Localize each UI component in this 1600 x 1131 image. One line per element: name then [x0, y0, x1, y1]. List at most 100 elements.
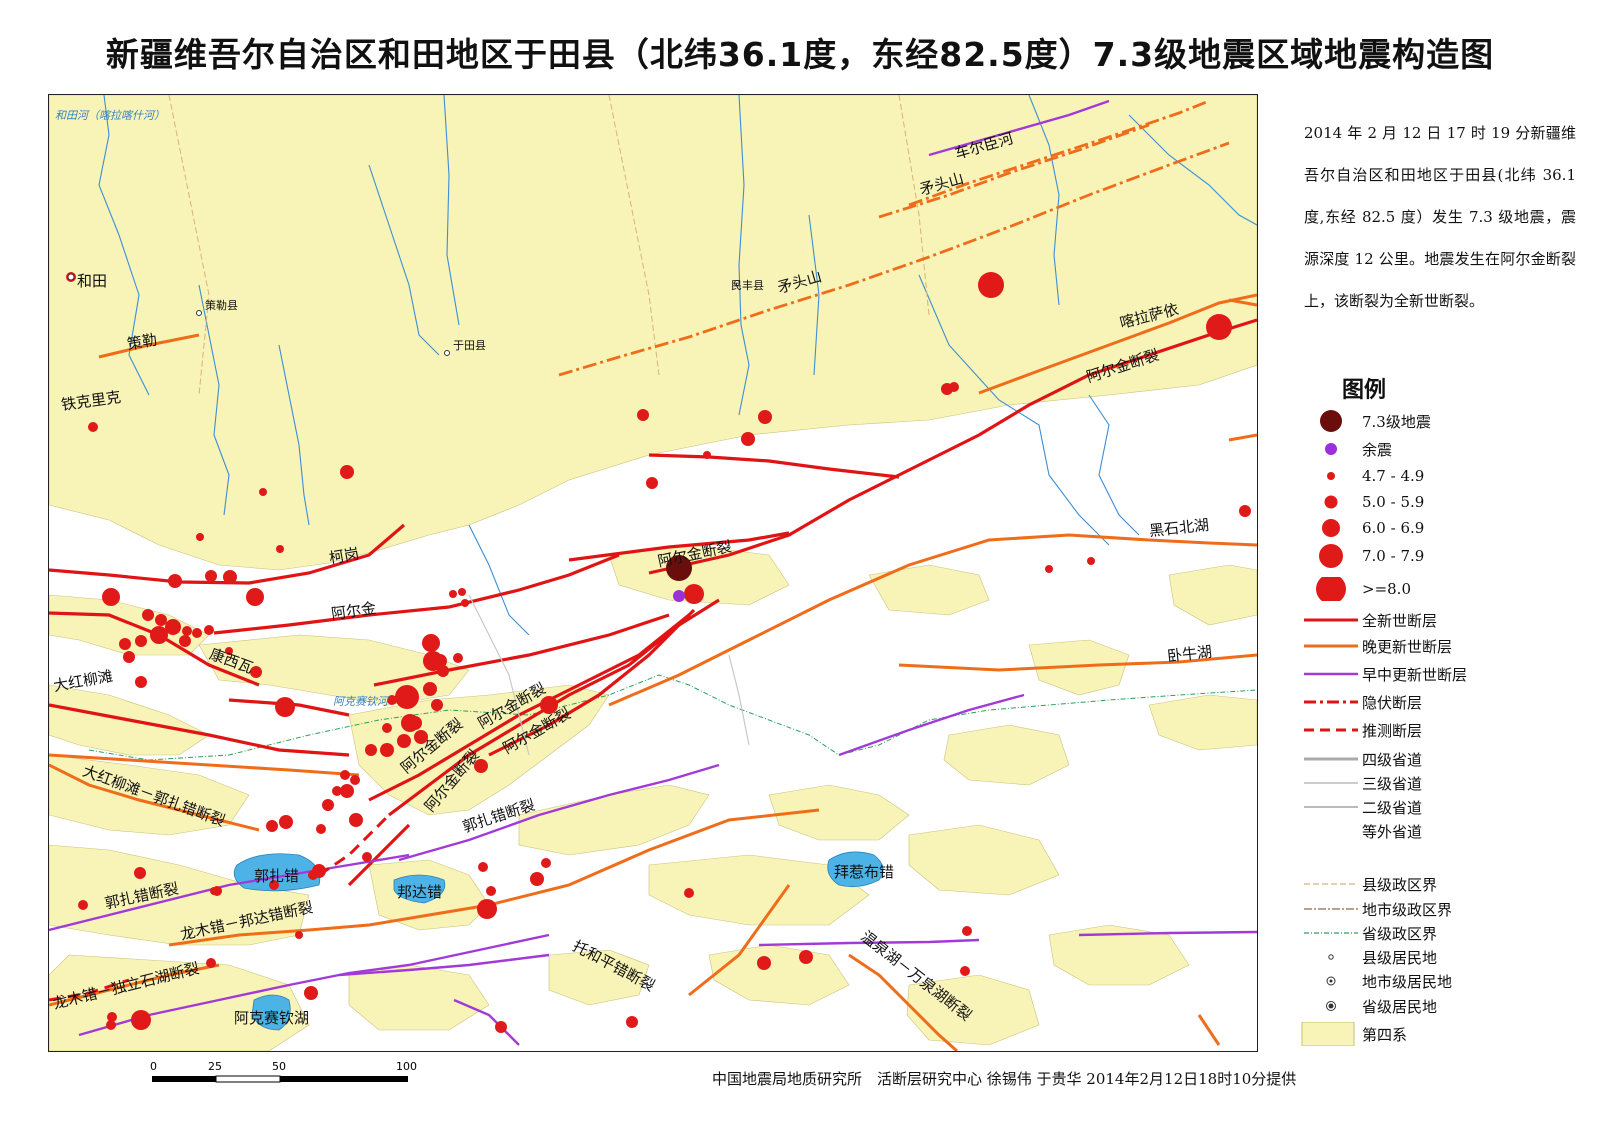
earthquake-epicenter[interactable]: [422, 634, 440, 652]
earthquake-epicenter[interactable]: [703, 451, 711, 459]
legend: 图例 7.3级地震 余震 4.7 - 4.9 5.0 - 5.9 6.0 - 6.9 7.…: [1300, 372, 1590, 1046]
earthquake-epicenter[interactable]: [433, 654, 447, 668]
earthquake-epicenter[interactable]: [431, 699, 443, 711]
earthquake-epicenter[interactable]: [150, 626, 168, 644]
earthquake-epicenter[interactable]: [135, 676, 147, 688]
earthquake-epicenter[interactable]: [204, 625, 214, 635]
earthquake-epicenter[interactable]: [799, 950, 813, 964]
earthquake-epicenter[interactable]: [387, 695, 397, 705]
earthquake-epicenter[interactable]: [134, 867, 146, 879]
earthquake-epicenter[interactable]: [478, 862, 488, 872]
earthquake-epicenter[interactable]: [266, 820, 278, 832]
earthquake-epicenter[interactable]: [461, 599, 469, 607]
earthquake-epicenter[interactable]: [155, 614, 167, 626]
earthquake-epicenter[interactable]: [1087, 557, 1095, 565]
earthquake-epicenter[interactable]: [637, 409, 649, 421]
earthquake-epicenter[interactable]: [978, 272, 1004, 298]
earthquake-epicenter[interactable]: [119, 638, 131, 650]
earthquake-epicenter[interactable]: [1045, 565, 1053, 573]
earthquake-epicenter[interactable]: [477, 899, 497, 919]
earthquake-epicenter[interactable]: [106, 1020, 116, 1030]
earthquake-epicenter[interactable]: [165, 619, 181, 635]
legend-label: 4.7 - 4.9: [1362, 467, 1425, 485]
earthquake-epicenter[interactable]: [246, 588, 264, 606]
earthquake-epicenter[interactable]: [196, 533, 204, 541]
holocene-fault: [648, 318, 1257, 575]
earthquake-epicenter[interactable]: [276, 545, 284, 553]
earthquake-epicenter[interactable]: [295, 931, 303, 939]
earthquake-epicenter[interactable]: [88, 422, 98, 432]
earthquake-epicenter[interactable]: [758, 410, 772, 424]
earthquake-epicenter[interactable]: [123, 651, 135, 663]
earthquake-epicenter[interactable]: [458, 588, 466, 596]
earthquake-epicenter[interactable]: [135, 635, 147, 647]
earthquake-epicenter[interactable]: [1206, 314, 1232, 340]
earthquake-epicenter[interactable]: [960, 966, 970, 976]
earthquake-epicenter[interactable]: [684, 584, 704, 604]
earthquake-epicenter[interactable]: [414, 730, 428, 744]
earthquake-epicenter[interactable]: [192, 628, 202, 638]
earthquake-epicenter[interactable]: [395, 685, 419, 709]
earthquake-epicenter[interactable]: [365, 744, 377, 756]
earthquake-epicenter[interactable]: [397, 734, 411, 748]
earthquake-epicenter[interactable]: [530, 872, 544, 886]
earthquake-epicenter[interactable]: [308, 870, 318, 880]
earthquake-epicenter[interactable]: [269, 880, 279, 890]
earthquake-epicenter[interactable]: [168, 574, 182, 588]
earthquake-epicenter[interactable]: [362, 852, 372, 862]
earthquake-epicenter[interactable]: [437, 665, 449, 677]
earthquake-epicenter[interactable]: [279, 815, 293, 829]
earthquake-epicenter[interactable]: [382, 723, 392, 733]
earthquake-epicenter[interactable]: [210, 887, 218, 895]
earthquake-epicenter[interactable]: [453, 653, 463, 663]
earthquake-epicenter[interactable]: [349, 813, 363, 827]
earthquake-epicenter[interactable]: [259, 488, 267, 496]
earthquake-epicenter[interactable]: [646, 477, 658, 489]
earthquake-epicenter[interactable]: [250, 666, 262, 678]
earthquake-epicenter[interactable]: [223, 570, 237, 584]
earthquake-epicenter[interactable]: [332, 786, 342, 796]
earthquake-epicenter[interactable]: [1239, 505, 1251, 517]
earthquake-epicenter[interactable]: [741, 432, 755, 446]
earthquake-epicenter[interactable]: [495, 1021, 507, 1033]
scale-tick-label: 100 km: [396, 1060, 420, 1073]
map-canvas[interactable]: [49, 95, 1257, 1051]
legend-row: 三级省道: [1300, 771, 1422, 795]
earthquake-epicenter[interactable]: [206, 958, 216, 968]
earthquake-epicenter[interactable]: [182, 626, 192, 636]
earthquake-epicenter[interactable]: [102, 588, 120, 606]
aftershock-icon[interactable]: [673, 590, 685, 602]
earthquake-epicenter[interactable]: [179, 635, 191, 647]
earthquake-epicenter[interactable]: [131, 1010, 151, 1030]
earthquake-epicenter[interactable]: [225, 647, 233, 655]
earthquake-epicenter[interactable]: [340, 770, 350, 780]
earthquake-epicenter[interactable]: [486, 886, 496, 896]
earthquake-epicenter[interactable]: [423, 682, 437, 696]
earthquake-epicenter[interactable]: [322, 799, 334, 811]
earthquake-epicenter[interactable]: [380, 743, 394, 757]
earthquake-epicenter[interactable]: [78, 900, 88, 910]
earthquake-epicenter[interactable]: [757, 956, 771, 970]
legend-row: >=8.0: [1300, 577, 1411, 601]
earthquake-epicenter[interactable]: [107, 1012, 117, 1022]
earthquake-epicenter[interactable]: [205, 570, 217, 582]
earthquake-epicenter[interactable]: [304, 986, 318, 1000]
earthquake-epicenter[interactable]: [408, 716, 422, 730]
quaternary-area: [548, 949, 650, 1006]
earthquake-epicenter[interactable]: [142, 609, 154, 621]
earthquake-epicenter[interactable]: [350, 775, 360, 785]
earthquake-epicenter[interactable]: [340, 784, 354, 798]
earthquake-epicenter[interactable]: [540, 696, 558, 714]
earthquake-epicenter[interactable]: [949, 382, 959, 392]
earthquake-epicenter[interactable]: [684, 888, 694, 898]
mainshock-icon[interactable]: [666, 555, 692, 581]
earthquake-epicenter[interactable]: [449, 590, 457, 598]
map-panel[interactable]: 和田河（喀拉喀什河） 和田 策勒县 策勒 于田县 民丰县 铁克里克 柯岗 阿尔金…: [48, 94, 1258, 1052]
earthquake-epicenter[interactable]: [316, 824, 326, 834]
earthquake-epicenter[interactable]: [275, 697, 295, 717]
earthquake-epicenter[interactable]: [340, 465, 354, 479]
earthquake-epicenter[interactable]: [626, 1016, 638, 1028]
earthquake-epicenter[interactable]: [541, 858, 551, 868]
earthquake-epicenter[interactable]: [962, 926, 972, 936]
earthquake-epicenter[interactable]: [474, 759, 488, 773]
